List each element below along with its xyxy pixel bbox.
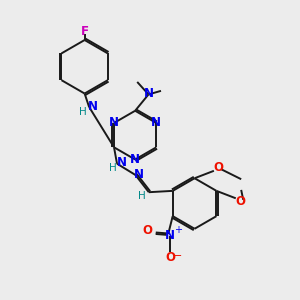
Text: N: N	[130, 153, 140, 166]
Text: O: O	[213, 161, 224, 174]
Text: O: O	[165, 251, 175, 264]
Text: N: N	[151, 116, 161, 130]
Text: N: N	[143, 87, 154, 100]
Text: −: −	[173, 251, 182, 261]
Text: H: H	[109, 163, 116, 173]
Text: N: N	[134, 169, 144, 182]
Text: F: F	[81, 25, 88, 38]
Text: N: N	[165, 229, 175, 242]
Text: N: N	[116, 156, 127, 169]
Text: O: O	[142, 224, 152, 238]
Text: H: H	[79, 107, 87, 117]
Text: O: O	[235, 195, 245, 208]
Text: H: H	[138, 191, 146, 201]
Text: N: N	[109, 116, 119, 130]
Text: +: +	[174, 225, 182, 236]
Text: N: N	[88, 100, 98, 113]
